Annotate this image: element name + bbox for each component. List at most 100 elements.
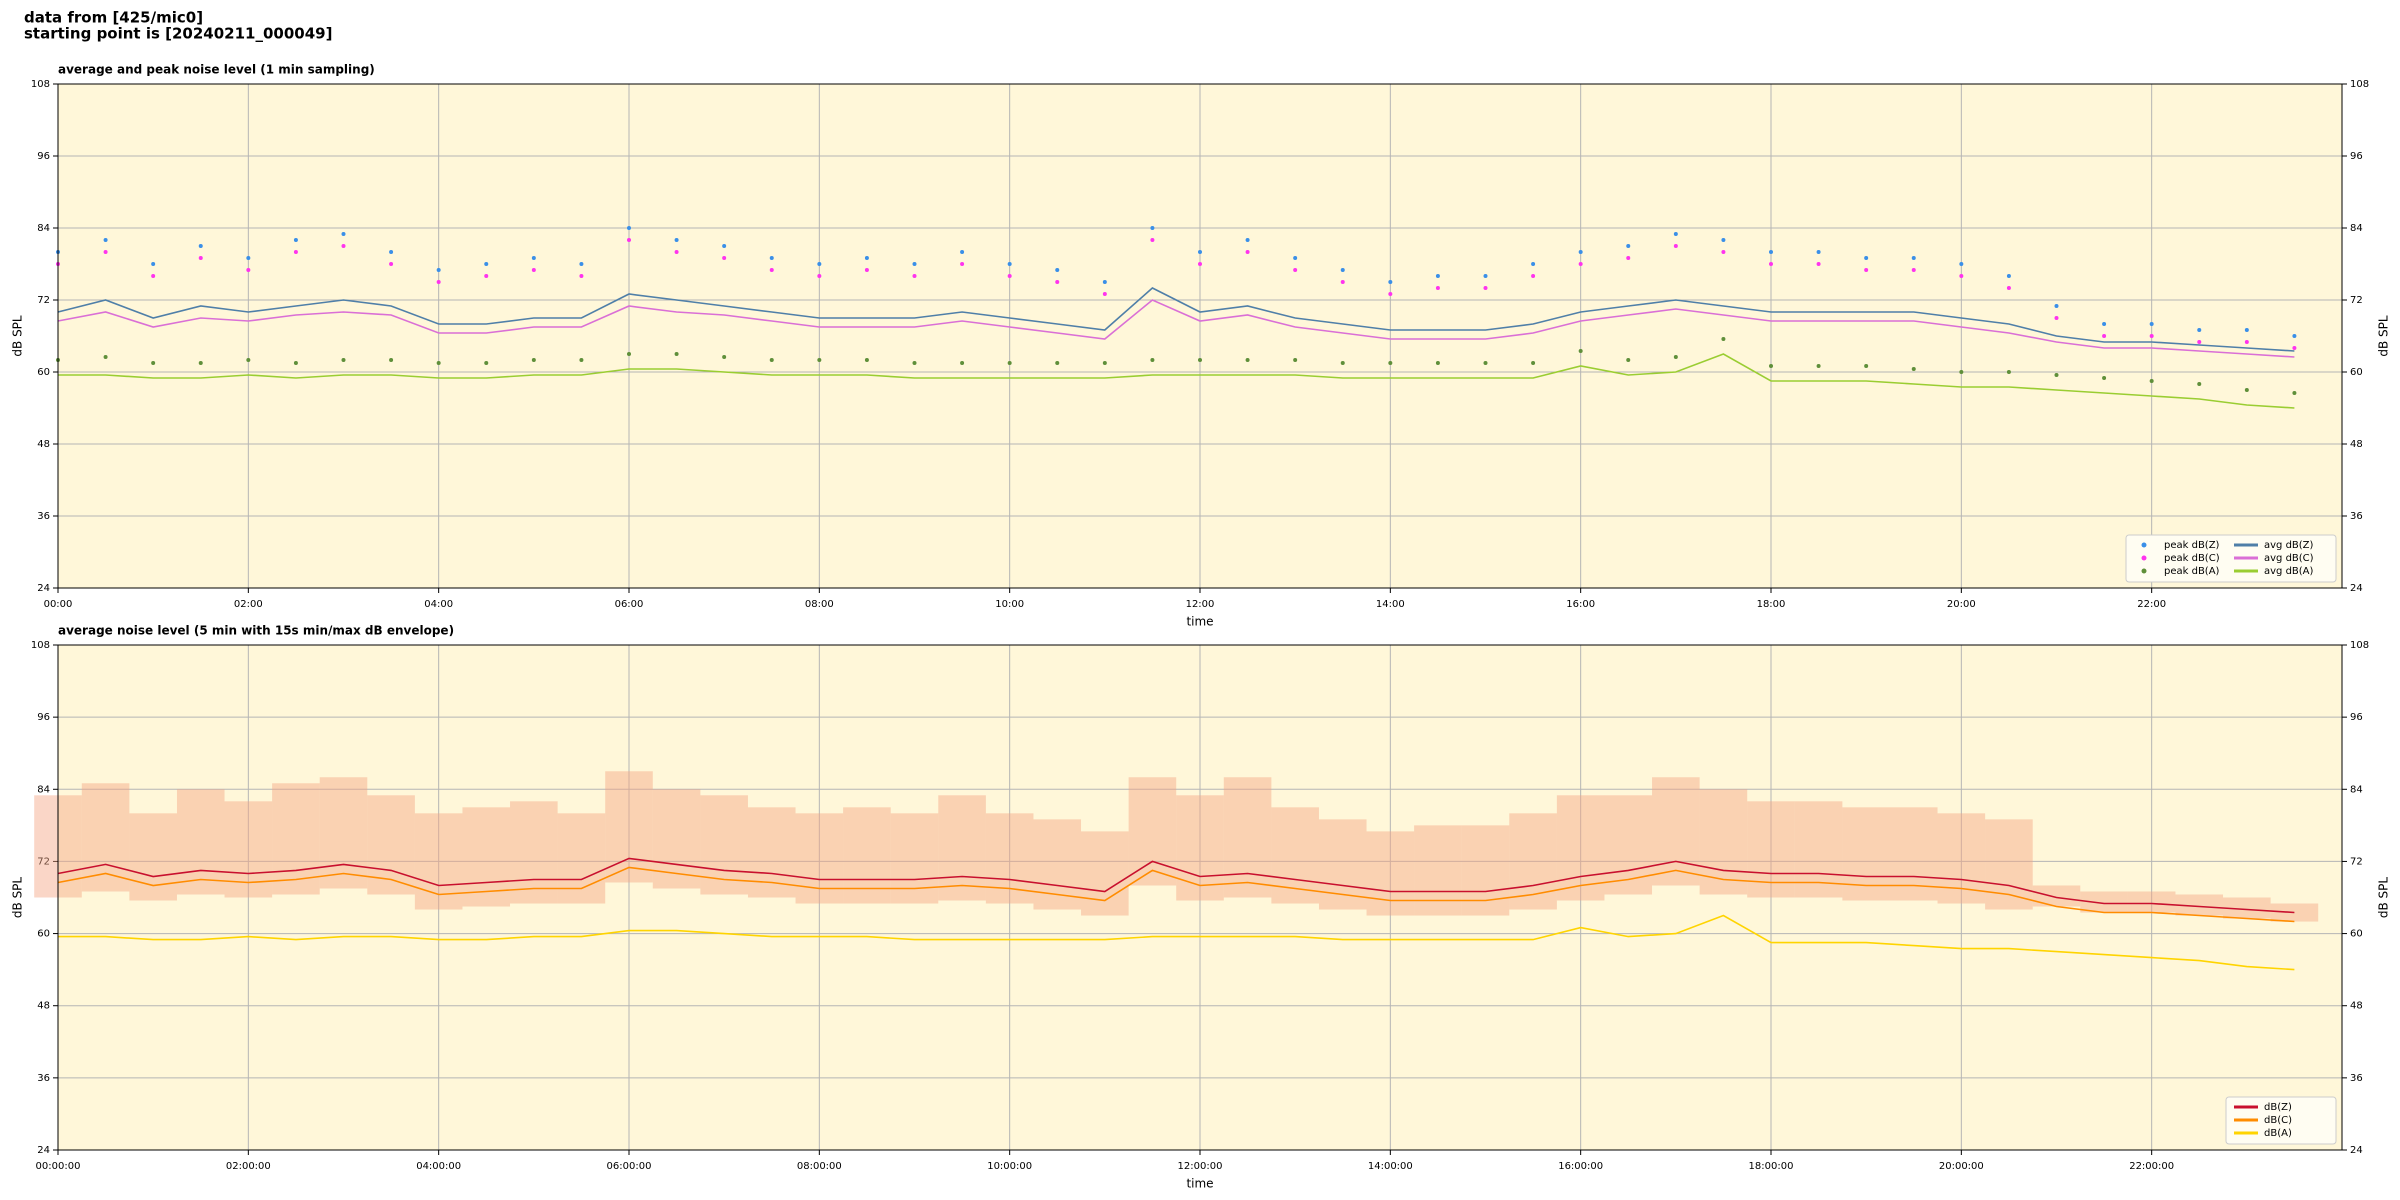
envelope-bar: [605, 771, 653, 883]
x-tick-label: 10:00:00: [987, 1161, 1032, 1172]
peak-dot: [1959, 274, 1964, 278]
peak-dot: [1911, 367, 1916, 371]
legend-label: dB(Z): [2264, 1102, 2292, 1113]
peak-dot: [674, 352, 679, 356]
peak-dot: [2244, 340, 2249, 344]
x-tick-label: 02:00:00: [226, 1161, 271, 1172]
peak-dot: [1388, 280, 1393, 284]
x-tick-label: 04:00: [424, 599, 453, 610]
y-tick-label: 24: [2350, 583, 2363, 594]
y-tick-label: 96: [2350, 712, 2363, 723]
peak-dot: [722, 256, 727, 260]
peak-dot: [1245, 358, 1250, 362]
header-line: data from [425/mic0]: [24, 9, 203, 27]
peak-dot: [2006, 370, 2011, 374]
y-tick-label: 84: [37, 784, 50, 795]
peak-dot: [531, 268, 536, 272]
peak-dot: [817, 262, 822, 266]
peak-dot: [2102, 322, 2107, 326]
peak-dot: [1483, 274, 1488, 278]
peak-dot: [817, 274, 822, 278]
peak-dot: [1150, 226, 1155, 230]
peak-dot: [151, 274, 156, 278]
peak-dot: [2102, 376, 2107, 380]
y-tick-label: 48: [2350, 1001, 2363, 1012]
series-line: [57, 287, 2295, 352]
peak-dot: [1293, 358, 1298, 362]
legend-label: dB(C): [2264, 1115, 2292, 1126]
peak-dot: [246, 358, 251, 362]
envelope-bar: [1081, 831, 1129, 916]
peak-dot: [2244, 388, 2249, 392]
peak-dot: [1531, 262, 1536, 266]
x-tick-label: 20:00: [1947, 599, 1976, 610]
y-tick-label: 96: [2350, 151, 2363, 162]
series-line: [58, 914, 2295, 971]
y-tick-label: 96: [37, 151, 50, 162]
peak-dot: [1721, 238, 1726, 242]
peak-dot: [341, 358, 346, 362]
peak-dot: [1816, 262, 1821, 266]
peak-dot: [246, 268, 251, 272]
peak-dot: [436, 361, 441, 365]
peak-dot: [769, 268, 774, 272]
peak-dot: [769, 256, 774, 260]
x-tick-label: 18:00:00: [1749, 1161, 1794, 1172]
peak-dot: [1245, 238, 1250, 242]
peak-dot: [1911, 256, 1916, 260]
legend-label: peak dB(C): [2164, 553, 2220, 564]
peak-dot: [103, 238, 108, 242]
peak-dot: [864, 268, 869, 272]
peak-dot: [912, 262, 917, 266]
legend-box: [2125, 534, 2337, 583]
plot-frame: [57, 83, 2343, 589]
peak-dot: [1959, 262, 1964, 266]
x-tick-label: 06:00: [615, 599, 644, 610]
peak-dot: [293, 250, 298, 254]
envelope-bar: [2080, 891, 2128, 913]
peak-dot: [1531, 361, 1536, 365]
peak-dot: [1864, 268, 1869, 272]
peak-dot: [2006, 274, 2011, 278]
y-tick-label: 84: [2350, 223, 2363, 234]
y-tick-label: 72: [2350, 856, 2363, 867]
peak-dot: [484, 361, 489, 365]
peak-dot: [1816, 250, 1821, 254]
y-tick-label: 48: [37, 439, 50, 450]
y-tick-label: 60: [37, 929, 50, 940]
envelope-bar: [1985, 819, 2033, 910]
peak-dot: [2197, 382, 2202, 386]
peak-dot: [912, 361, 917, 365]
legend-swatch: [2141, 555, 2147, 561]
envelope-bar: [1509, 813, 1557, 910]
y-tick-label: 36: [37, 511, 50, 522]
envelope-bar: [938, 795, 986, 901]
x-axis-label: time: [1186, 1177, 1213, 1191]
y-tick-label: 60: [2350, 367, 2363, 378]
x-tick-label: 00:00: [44, 599, 73, 610]
y-tick-label: 72: [37, 295, 50, 306]
peak-dot: [2149, 322, 2154, 326]
peak-dot: [103, 355, 108, 359]
x-tick-label: 08:00: [805, 599, 834, 610]
y-tick-label: 72: [2350, 295, 2363, 306]
envelope-bar: [319, 777, 368, 889]
peak-dot: [1673, 232, 1678, 236]
x-tick-label: 02:00: [234, 599, 263, 610]
peak-dot: [1721, 250, 1726, 254]
chart-title: average and peak noise level (1 min samp…: [58, 63, 375, 77]
y-tick-label: 60: [2350, 929, 2363, 940]
x-tick-label: 08:00:00: [797, 1161, 842, 1172]
x-tick-label: 00:00:00: [36, 1161, 81, 1172]
peak-dot: [198, 256, 203, 260]
peak-dot: [2149, 379, 2154, 383]
peak-dot: [2006, 286, 2011, 290]
y-axis-label: dB SPL: [11, 315, 25, 357]
y-axis-label: dB SPL: [2377, 315, 2391, 357]
x-tick-label: 12:00:00: [1178, 1161, 1223, 1172]
envelope-bar: [81, 783, 130, 892]
peak-dot: [436, 268, 441, 272]
peak-dot: [864, 256, 869, 260]
peak-dot: [389, 262, 394, 266]
x-tick-label: 12:00: [1186, 599, 1215, 610]
